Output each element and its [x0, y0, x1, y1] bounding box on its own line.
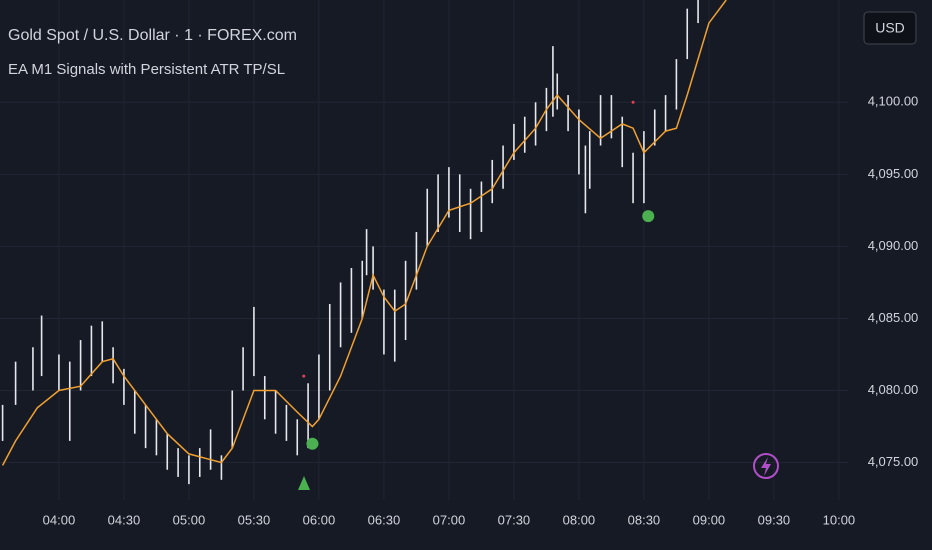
x-tick-label: 06:00: [303, 512, 336, 527]
average-line: [1, 0, 727, 466]
alert-bolt[interactable]: [761, 457, 771, 476]
indicator-name: EA M1 Signals with Persistent ATR TP/SL: [8, 61, 285, 78]
alert-circle[interactable]: [753, 453, 779, 479]
y-tick-label: 4,080.00: [868, 382, 919, 397]
currency-button[interactable]: [863, 11, 917, 45]
x-tick-label: 05:00: [173, 512, 206, 527]
price-axis-panel: [850, 0, 932, 550]
x-tick-label: 08:30: [628, 512, 661, 527]
y-tick-label: 4,090.00: [868, 238, 919, 253]
level-marker: [302, 374, 306, 378]
x-tick-label: 04:30: [108, 512, 141, 527]
currency-label[interactable]: USD: [875, 20, 905, 36]
y-tick-label: 4,085.00: [868, 310, 919, 325]
x-tick-label: 09:00: [693, 512, 726, 527]
axes: 4,075.00 4,080.00 4,085.00 4,090.00 4,095.00…: [43, 94, 919, 528]
chart-title: Gold Spot / U.S. Dollar · 1 · FOREX.com: [8, 27, 297, 44]
x-tick-label: 07:30: [498, 512, 531, 527]
signal-dot: [306, 437, 319, 450]
x-tick-label: 10:00: [823, 512, 856, 527]
grid: [0, 0, 848, 500]
y-tick-label: 4,075.00: [868, 454, 919, 469]
y-tick-label: 4,100.00: [868, 94, 919, 109]
plot-area: [1, 0, 727, 485]
x-tick-label: 09:30: [758, 512, 791, 527]
alert-icon[interactable]: [753, 453, 779, 479]
x-tick-label: 07:00: [433, 512, 466, 527]
signal-dot: [642, 210, 655, 223]
x-tick-label: 04:00: [43, 512, 76, 527]
signal-arrow: [298, 476, 310, 490]
level-marker: [631, 100, 635, 104]
x-tick-label: 05:30: [238, 512, 271, 527]
x-tick-label: 08:00: [563, 512, 596, 527]
x-tick-label: 06:30: [368, 512, 401, 527]
time-axis-panel: [0, 500, 850, 550]
y-tick-label: 4,095.00: [868, 166, 919, 181]
